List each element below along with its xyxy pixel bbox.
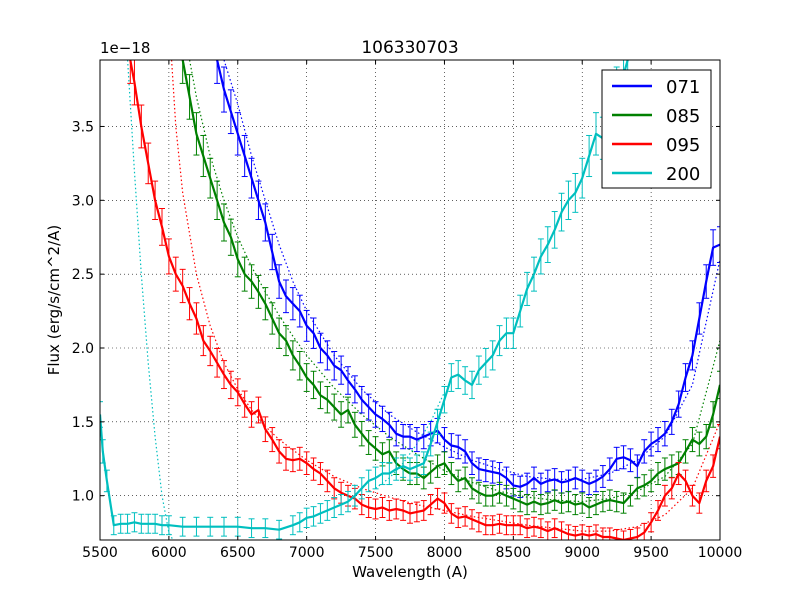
x-tick-label: 8000 (427, 545, 463, 561)
x-tick-label: 7500 (358, 545, 394, 561)
x-tick-label: 6000 (151, 545, 187, 561)
legend-label-085: 085 (666, 106, 700, 127)
x-tick-label: 6500 (220, 545, 256, 561)
chart-canvas: 5500 6000 6500 7000 7500 8000 8500 9000 9500 1000… (0, 0, 800, 600)
chart-title: 106330703 (361, 38, 458, 58)
y-tick-label: 1.5 (72, 415, 94, 431)
legend-label-200: 200 (666, 164, 700, 185)
x-tick-label: 7000 (289, 545, 325, 561)
y-tick-label: 2.5 (72, 267, 94, 283)
y-scale-offset: 1e−18 (100, 39, 150, 57)
y-tick-label: 2.0 (72, 341, 94, 357)
figure: 5500 6000 6500 7000 7500 8000 8500 9000 9500 1000… (0, 0, 800, 600)
y-tick-label: 1.0 (72, 489, 94, 505)
y-axis-label: Flux (erg/s/cm^2/A) (45, 225, 63, 376)
legend: 071 085 095 200 (602, 70, 711, 188)
x-tick-label: 10000 (698, 545, 743, 561)
x-axis-label: Wavelength (A) (352, 563, 468, 581)
legend-label-071: 071 (666, 77, 700, 98)
x-tick-label: 8500 (496, 545, 532, 561)
x-tick-label: 9000 (564, 545, 600, 561)
y-tick-label: 3.0 (72, 193, 94, 209)
y-tick-label: 3.5 (72, 119, 94, 135)
legend-label-095: 095 (666, 135, 700, 156)
x-tick-label: 9500 (633, 545, 669, 561)
x-tick-label: 5500 (82, 545, 118, 561)
